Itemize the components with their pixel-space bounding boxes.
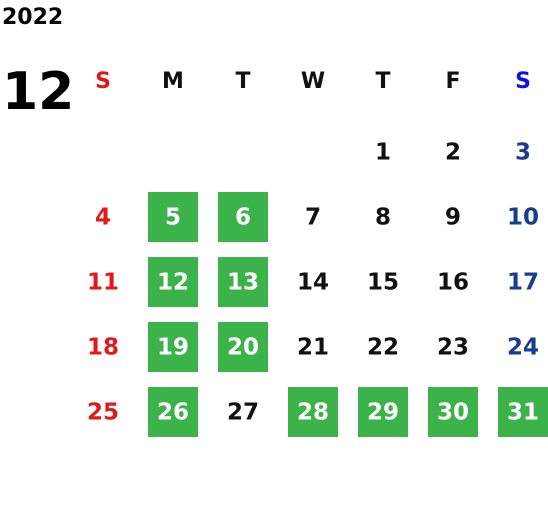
day: 17 [507, 270, 539, 296]
marked-day-box [218, 322, 268, 372]
day: 14 [297, 270, 329, 296]
marked-day-box [218, 257, 268, 307]
weekday-label: W [301, 69, 325, 94]
day: 12 [157, 270, 189, 296]
day: 24 [507, 335, 539, 361]
day: 8 [375, 205, 391, 231]
marked-day-box [148, 387, 198, 437]
marked-day-box [358, 387, 408, 437]
day: 5 [165, 205, 181, 231]
marked-day-box [148, 257, 198, 307]
day: 11 [87, 270, 119, 296]
day: 10 [507, 205, 539, 231]
month: 12 [2, 62, 74, 122]
day: 30 [437, 400, 469, 426]
day: 22 [367, 335, 399, 361]
marked-day-box [148, 322, 198, 372]
weekday-label: M [162, 69, 184, 94]
day: 16 [437, 270, 469, 296]
year: 2022 [2, 5, 63, 30]
marked-day-box [288, 387, 338, 437]
day: 26 [157, 400, 189, 426]
marked-day-box [148, 192, 198, 242]
day: 29 [367, 400, 399, 426]
weekday-label: S [515, 69, 531, 94]
day: 31 [507, 400, 539, 426]
day: 6 [235, 205, 251, 231]
marked-day-box [428, 387, 478, 437]
day: 9 [445, 205, 461, 231]
day: 13 [227, 270, 259, 296]
weekday-label: F [445, 69, 460, 94]
marked-day-box [218, 192, 268, 242]
day: 4 [95, 205, 111, 231]
day: 1 [375, 140, 391, 166]
weekday-label: T [375, 69, 390, 94]
day: 23 [437, 335, 469, 361]
day: 28 [297, 400, 329, 426]
day: 25 [87, 400, 119, 426]
weekday-label: S [95, 69, 111, 94]
day: 20 [227, 335, 259, 361]
day: 3 [515, 140, 531, 166]
day: 7 [305, 205, 321, 231]
weekday-label: T [235, 69, 250, 94]
day: 21 [297, 335, 329, 361]
day: 2 [445, 140, 461, 166]
day: 18 [87, 335, 119, 361]
day: 27 [227, 400, 259, 426]
marked-day-box [498, 387, 548, 437]
day: 15 [367, 270, 399, 296]
day: 19 [157, 335, 189, 361]
